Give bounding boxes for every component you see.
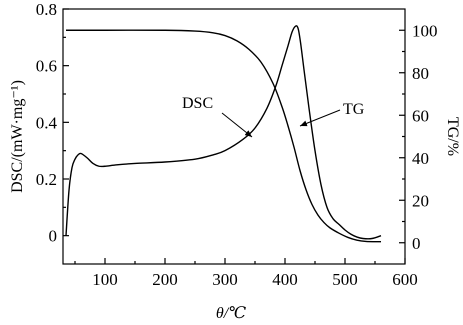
y-left-tick-label: 0.2 xyxy=(36,170,57,189)
y-axis-right-title: TG/% xyxy=(444,117,461,156)
x-tick-label: 600 xyxy=(392,270,418,289)
x-tick-label: 100 xyxy=(92,270,118,289)
y-right-tick-label: 100 xyxy=(412,21,438,40)
x-tick-label: 500 xyxy=(332,270,358,289)
y-axis-left-title: DSC/(mW·mg⁻¹) xyxy=(9,80,26,193)
y-left-tick-label: 0.8 xyxy=(36,0,57,19)
y-right-tick-label: 0 xyxy=(412,234,421,253)
y-right-tick-label: 40 xyxy=(412,149,429,168)
y-left-tick-label: 0.6 xyxy=(36,57,57,76)
plot-frame xyxy=(62,8,406,265)
x-tick-label: 200 xyxy=(152,270,178,289)
y-right-tick-label: 80 xyxy=(412,64,429,83)
dsc-annotation: DSC xyxy=(182,95,213,112)
curves xyxy=(65,25,382,243)
tg-annotation: TG xyxy=(343,101,365,118)
dsc-annotation-arrow xyxy=(221,112,253,138)
x-axis-title: θ/℃ xyxy=(216,305,246,322)
series-line-dsc xyxy=(65,25,382,240)
y-right-tick-label: 60 xyxy=(412,106,429,125)
tg-annotation-arrow xyxy=(299,109,341,127)
axes: 100 200 300 400 500 600 0 0.2 0.4 0.6 0.8 0 20 40 60 80… xyxy=(36,0,438,289)
x-tick-label: 300 xyxy=(212,270,238,289)
y-left-tick-label: 0 xyxy=(49,227,58,246)
y-right-tick-label: 20 xyxy=(412,191,429,210)
y-left-tick-label: 0.4 xyxy=(36,113,58,132)
series-line-tg xyxy=(65,29,382,243)
labels: DSC/(mW·mg⁻¹) TG/% θ/℃ DSC TG xyxy=(9,80,461,322)
x-tick-label: 400 xyxy=(272,270,298,289)
